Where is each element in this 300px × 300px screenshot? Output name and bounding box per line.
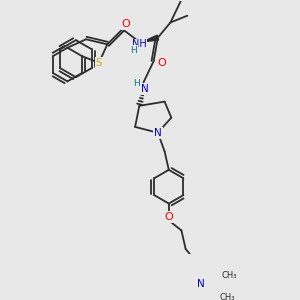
Text: H: H	[130, 46, 137, 55]
Text: H: H	[134, 80, 140, 88]
Text: NH: NH	[132, 39, 147, 49]
Text: O: O	[122, 19, 130, 29]
Polygon shape	[143, 35, 158, 42]
Text: N: N	[154, 128, 162, 138]
Text: S: S	[96, 58, 102, 68]
Text: N: N	[141, 84, 149, 94]
Text: CH₃: CH₃	[221, 272, 236, 280]
Text: O: O	[158, 58, 167, 68]
Text: O: O	[164, 212, 173, 222]
Text: N: N	[197, 279, 205, 290]
Text: CH₃: CH₃	[219, 293, 235, 300]
